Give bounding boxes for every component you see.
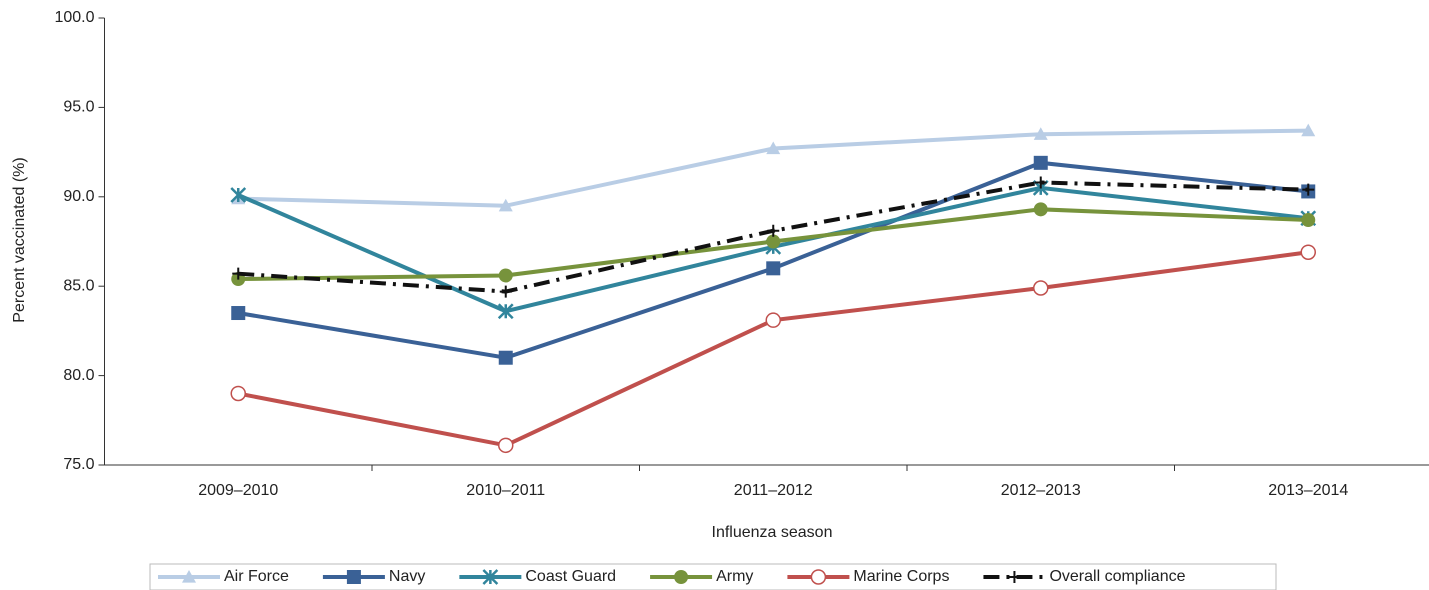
marker xyxy=(1302,183,1315,196)
marker xyxy=(182,570,196,583)
marker xyxy=(810,569,827,585)
legend-label: Marine Corps xyxy=(853,568,949,585)
y-tick-label: 75.0 xyxy=(63,456,94,473)
legend-label: Overall compliance xyxy=(1049,568,1185,585)
marker xyxy=(231,306,246,321)
legend-item: Army xyxy=(650,568,753,585)
marker xyxy=(765,312,781,328)
legend-label: Navy xyxy=(389,568,425,585)
y-tick-label: 100.0 xyxy=(54,9,94,26)
x-tick-label: 2009–2010 xyxy=(198,482,278,499)
marker xyxy=(498,268,513,283)
marker xyxy=(1033,127,1048,140)
marker xyxy=(674,570,689,584)
marker xyxy=(499,285,512,298)
marker xyxy=(498,437,514,454)
marker xyxy=(766,141,781,155)
legend-item: Coast Guard xyxy=(459,568,616,585)
marker xyxy=(498,350,513,365)
marker xyxy=(1301,213,1316,228)
marker xyxy=(230,187,247,203)
marker xyxy=(766,234,781,249)
series-line xyxy=(237,250,1309,448)
legend-item: Marine Corps xyxy=(787,568,949,585)
x-tick-label: 2012–2013 xyxy=(1001,482,1081,499)
marker xyxy=(497,303,514,320)
marker xyxy=(1033,280,1049,296)
y-tick-label: 85.0 xyxy=(63,277,94,294)
marker xyxy=(766,261,781,276)
marker xyxy=(498,198,513,212)
x-tick-label: 2013–2014 xyxy=(1268,482,1348,499)
marker xyxy=(1301,123,1316,137)
legend-item: Navy xyxy=(322,568,425,585)
marker xyxy=(230,385,246,402)
marker xyxy=(482,569,499,585)
y-axis-title: Percent vaccinated (%) xyxy=(11,157,28,322)
legend-label: Air Force xyxy=(224,568,289,585)
marker xyxy=(1008,571,1021,583)
marker xyxy=(1300,244,1316,260)
x-tick-label: 2011–2012 xyxy=(734,482,813,499)
legend-item: Air Force xyxy=(158,568,289,585)
x-tick-label: 2010–2011 xyxy=(466,482,545,499)
x-axis-title: Influenza season xyxy=(712,524,833,541)
series-line xyxy=(237,160,1309,360)
y-tick-label: 95.0 xyxy=(63,99,94,116)
marker xyxy=(1033,202,1048,217)
y-tick-label: 80.0 xyxy=(63,367,94,384)
legend-item: Overall compliance xyxy=(983,568,1186,585)
y-tick-label: 90.0 xyxy=(63,188,94,205)
marker xyxy=(767,224,780,237)
marker xyxy=(346,570,361,584)
marker xyxy=(232,267,245,280)
marker xyxy=(1034,176,1047,189)
legend-box xyxy=(149,563,1277,590)
legend-label: Coast Guard xyxy=(525,568,616,585)
legend-label: Army xyxy=(716,568,753,585)
marker xyxy=(1033,155,1048,170)
